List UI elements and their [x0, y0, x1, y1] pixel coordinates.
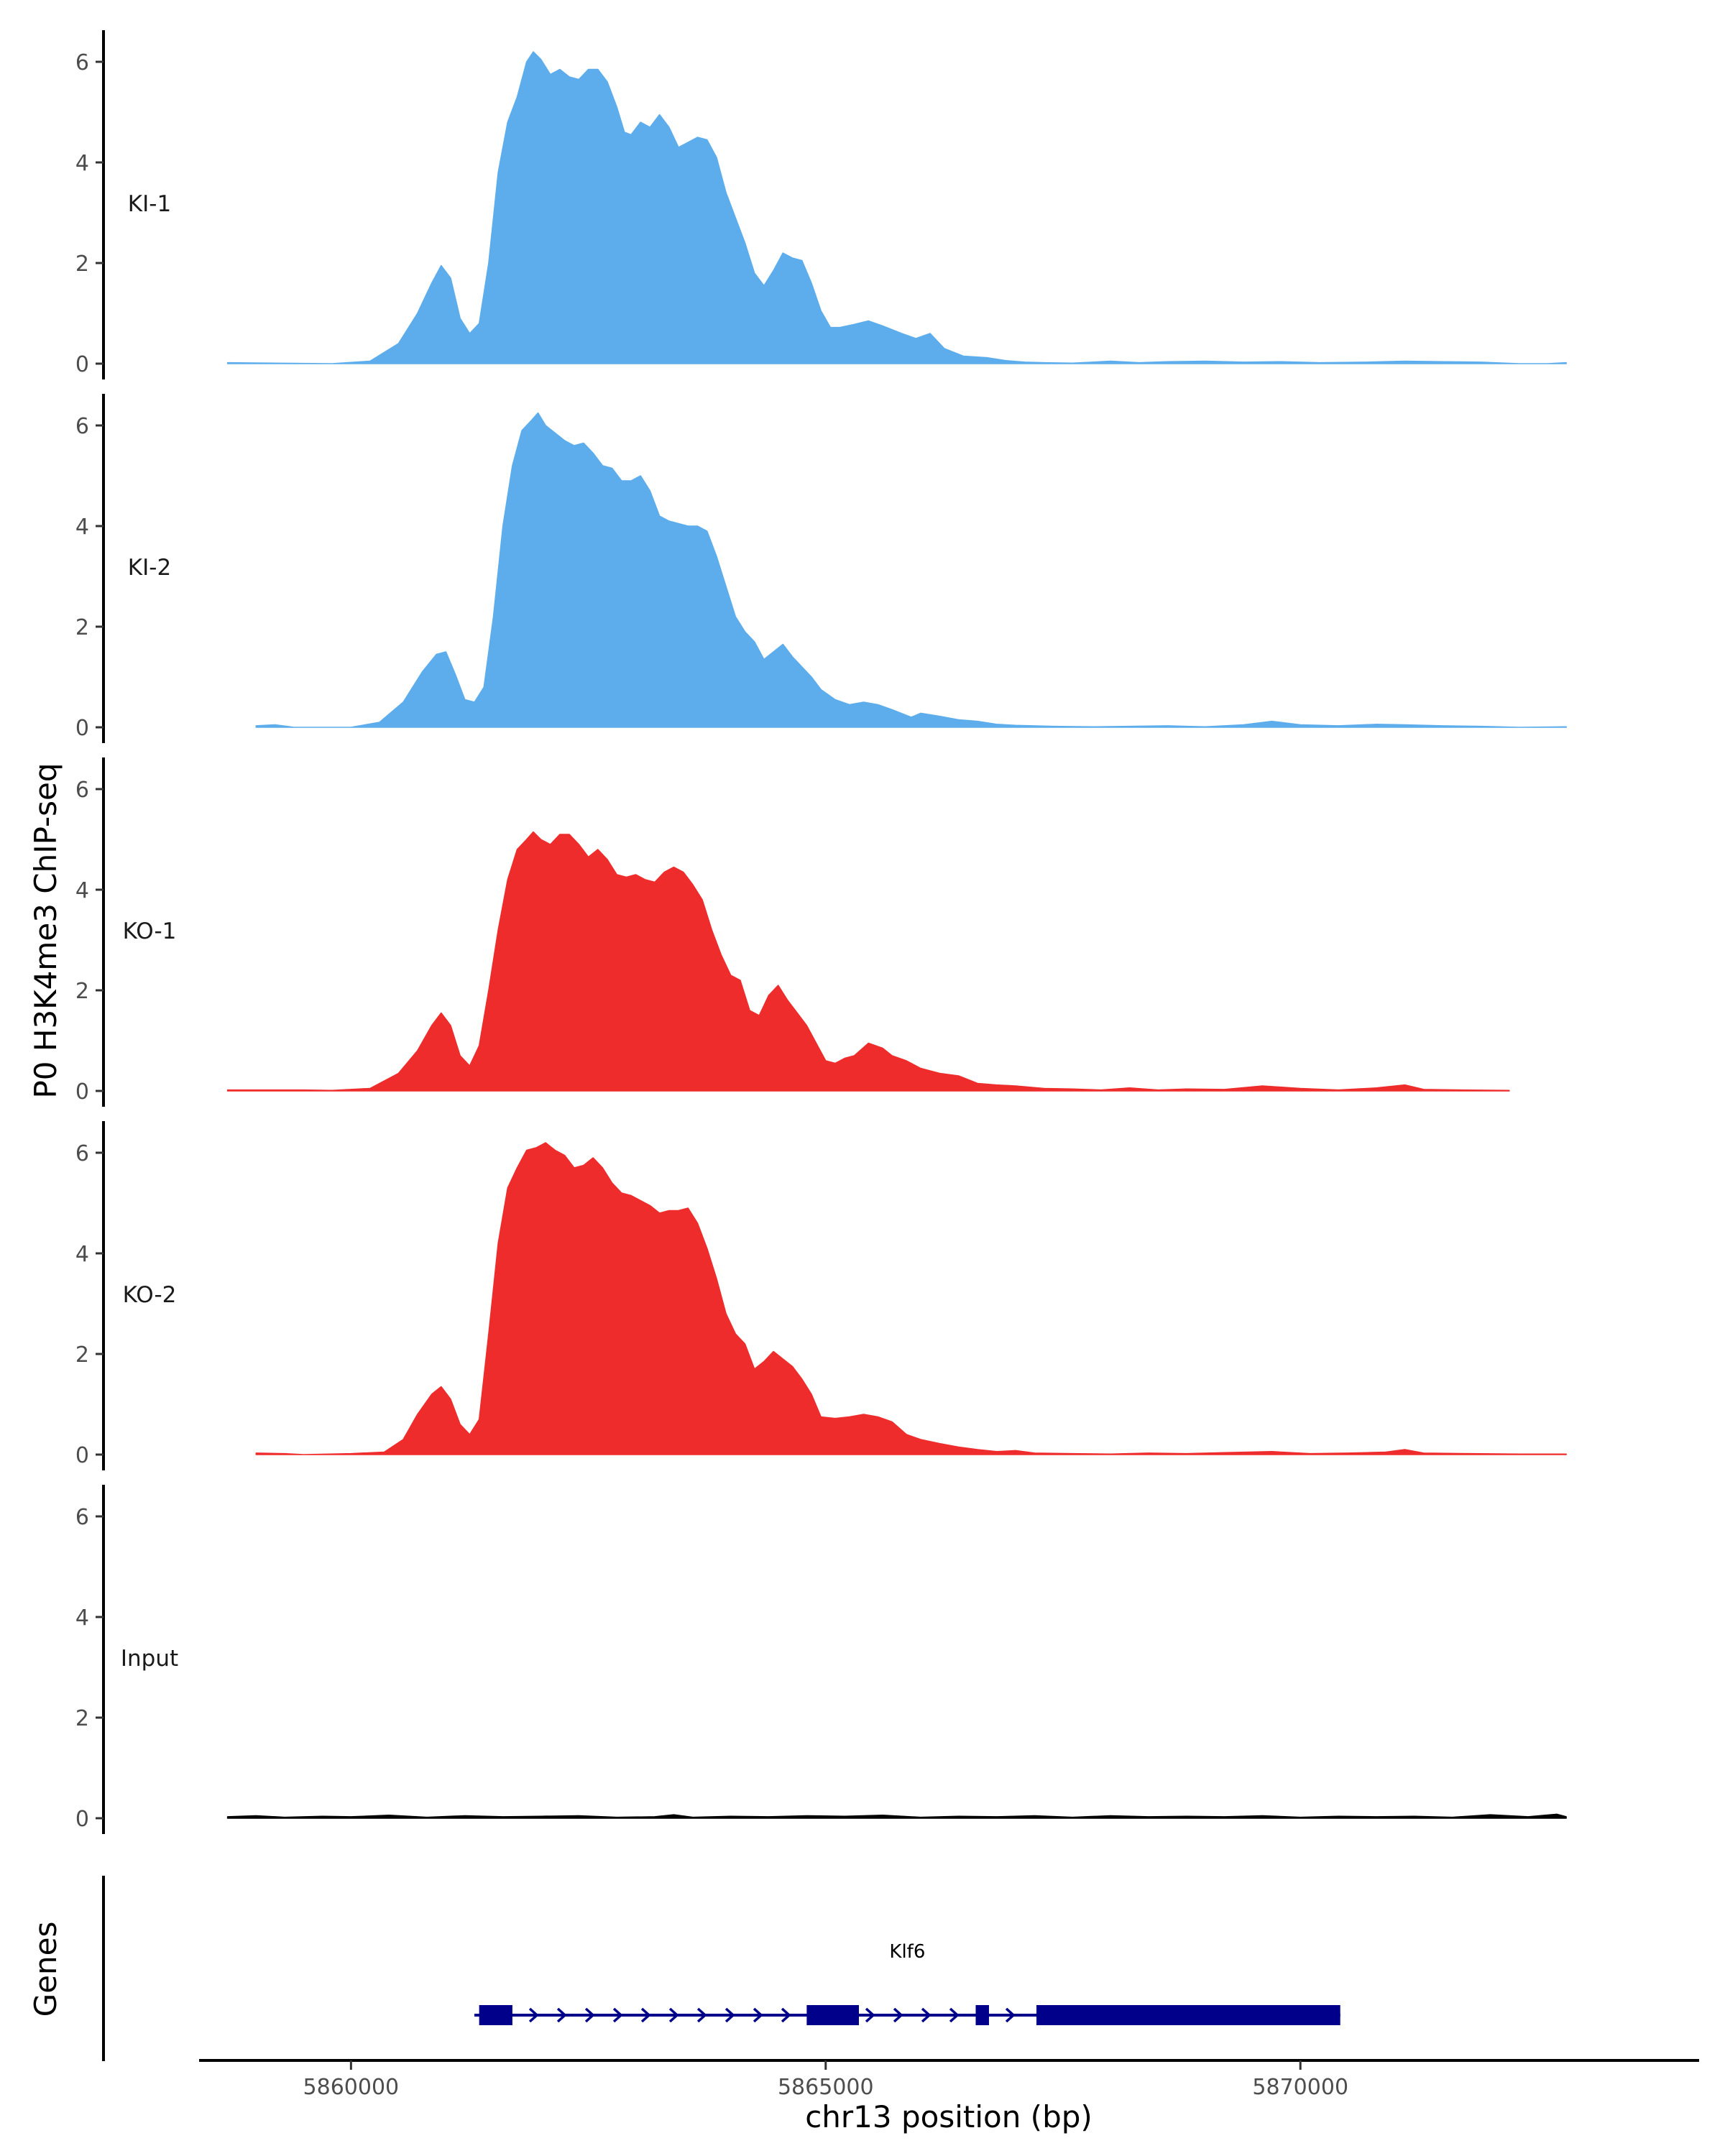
strand-arrow — [949, 2007, 960, 2023]
y-tick-label: 0 — [75, 1079, 89, 1105]
y-tick-label: 0 — [75, 352, 89, 377]
y-tick-label: 6 — [75, 1141, 89, 1166]
y-tick-label: 2 — [75, 1706, 89, 1731]
coverage-area-ko-1 — [226, 831, 1510, 1092]
track-label-ko-2: KO-2 — [123, 1282, 177, 1308]
y-tick-label: 0 — [75, 1443, 89, 1468]
strand-arrow — [528, 2007, 539, 2023]
track-ko-2: 0 2 4 6 KO-2 — [75, 1121, 1567, 1470]
x-axis: 5860000 5865000 5870000 — [199, 2059, 1699, 2100]
coverage-area-ki-2 — [255, 412, 1567, 728]
track-label-ki-2: KI-2 — [128, 555, 171, 581]
x-tick-label: 5860000 — [303, 2075, 400, 2100]
strand-arrow — [893, 2007, 903, 2023]
strand-arrow — [781, 2007, 791, 2023]
strand-arrow — [1005, 2007, 1016, 2023]
y-tick-label: 4 — [75, 151, 89, 176]
gene-exon — [975, 2005, 989, 2025]
track-ki-1: 0 2 4 6 KI-1 — [75, 30, 1567, 379]
gene-exon — [1036, 2005, 1340, 2025]
track-ki-2: 0 2 4 6 KI-2 — [75, 394, 1567, 743]
strand-arrow — [584, 2007, 595, 2023]
y-tick-label: 2 — [75, 979, 89, 1004]
strand-arrow — [668, 2007, 679, 2023]
y-tick-label: 4 — [75, 515, 89, 540]
y-tick-label: 0 — [75, 716, 89, 741]
gene-exon — [479, 2005, 512, 2025]
y-tick-label: 6 — [75, 778, 89, 803]
strand-arrow — [865, 2007, 875, 2023]
x-tick-label: 5870000 — [1252, 2075, 1348, 2100]
gene-exon — [806, 2005, 860, 2025]
y-tick-label: 6 — [75, 50, 89, 75]
coverage-tracks: 0 2 4 6 KI-1 0 2 4 6 KI-2 0 2 4 6 KO-1 0 2 4 6 KO-2 0 2 4 6 Inpu… — [75, 30, 1567, 1834]
track-input: 0 2 4 6 Input — [75, 1485, 1567, 1834]
strand-arrow — [640, 2007, 651, 2023]
y-tick-label: 4 — [75, 1242, 89, 1267]
strand-arrow — [753, 2007, 763, 2023]
strand-arrow — [612, 2007, 623, 2023]
x-axis-title: chr13 position (bp) — [805, 2099, 1092, 2134]
track-ko-1: 0 2 4 6 KO-1 — [75, 757, 1510, 1107]
y-axis-title: P0 H3K4me3 ChIP-seq — [28, 763, 63, 1098]
y-tick-label: 2 — [75, 615, 89, 640]
track-label-ki-1: KI-1 — [128, 191, 171, 217]
coverage-area-input — [226, 1813, 1567, 1819]
gene-name-label: Klf6 — [889, 1941, 925, 1963]
y-tick-label: 6 — [75, 414, 89, 439]
y-tick-label: 2 — [75, 1342, 89, 1368]
track-label-input: Input — [121, 1646, 178, 1672]
genes-panel: Klf6 — [102, 1876, 1340, 2061]
coverage-area-ko-2 — [255, 1142, 1567, 1455]
strand-arrow — [696, 2007, 707, 2023]
strand-arrow — [556, 2007, 567, 2023]
gene-model — [474, 2005, 1340, 2025]
y-tick-label: 6 — [75, 1505, 89, 1530]
x-axis-ticks: 5860000 5865000 5870000 — [303, 2060, 1348, 2100]
track-label-ko-1: KO-1 — [123, 918, 177, 944]
y-tick-label: 0 — [75, 1807, 89, 1832]
y-tick-label: 2 — [75, 252, 89, 277]
genes-axis-title: Genes — [28, 1922, 63, 2017]
x-tick-label: 5865000 — [778, 2075, 874, 2100]
strand-arrow — [724, 2007, 735, 2023]
strand-arrow — [921, 2007, 932, 2023]
y-tick-label: 4 — [75, 1606, 89, 1631]
y-tick-label: 4 — [75, 878, 89, 903]
coverage-area-ki-1 — [226, 51, 1567, 364]
